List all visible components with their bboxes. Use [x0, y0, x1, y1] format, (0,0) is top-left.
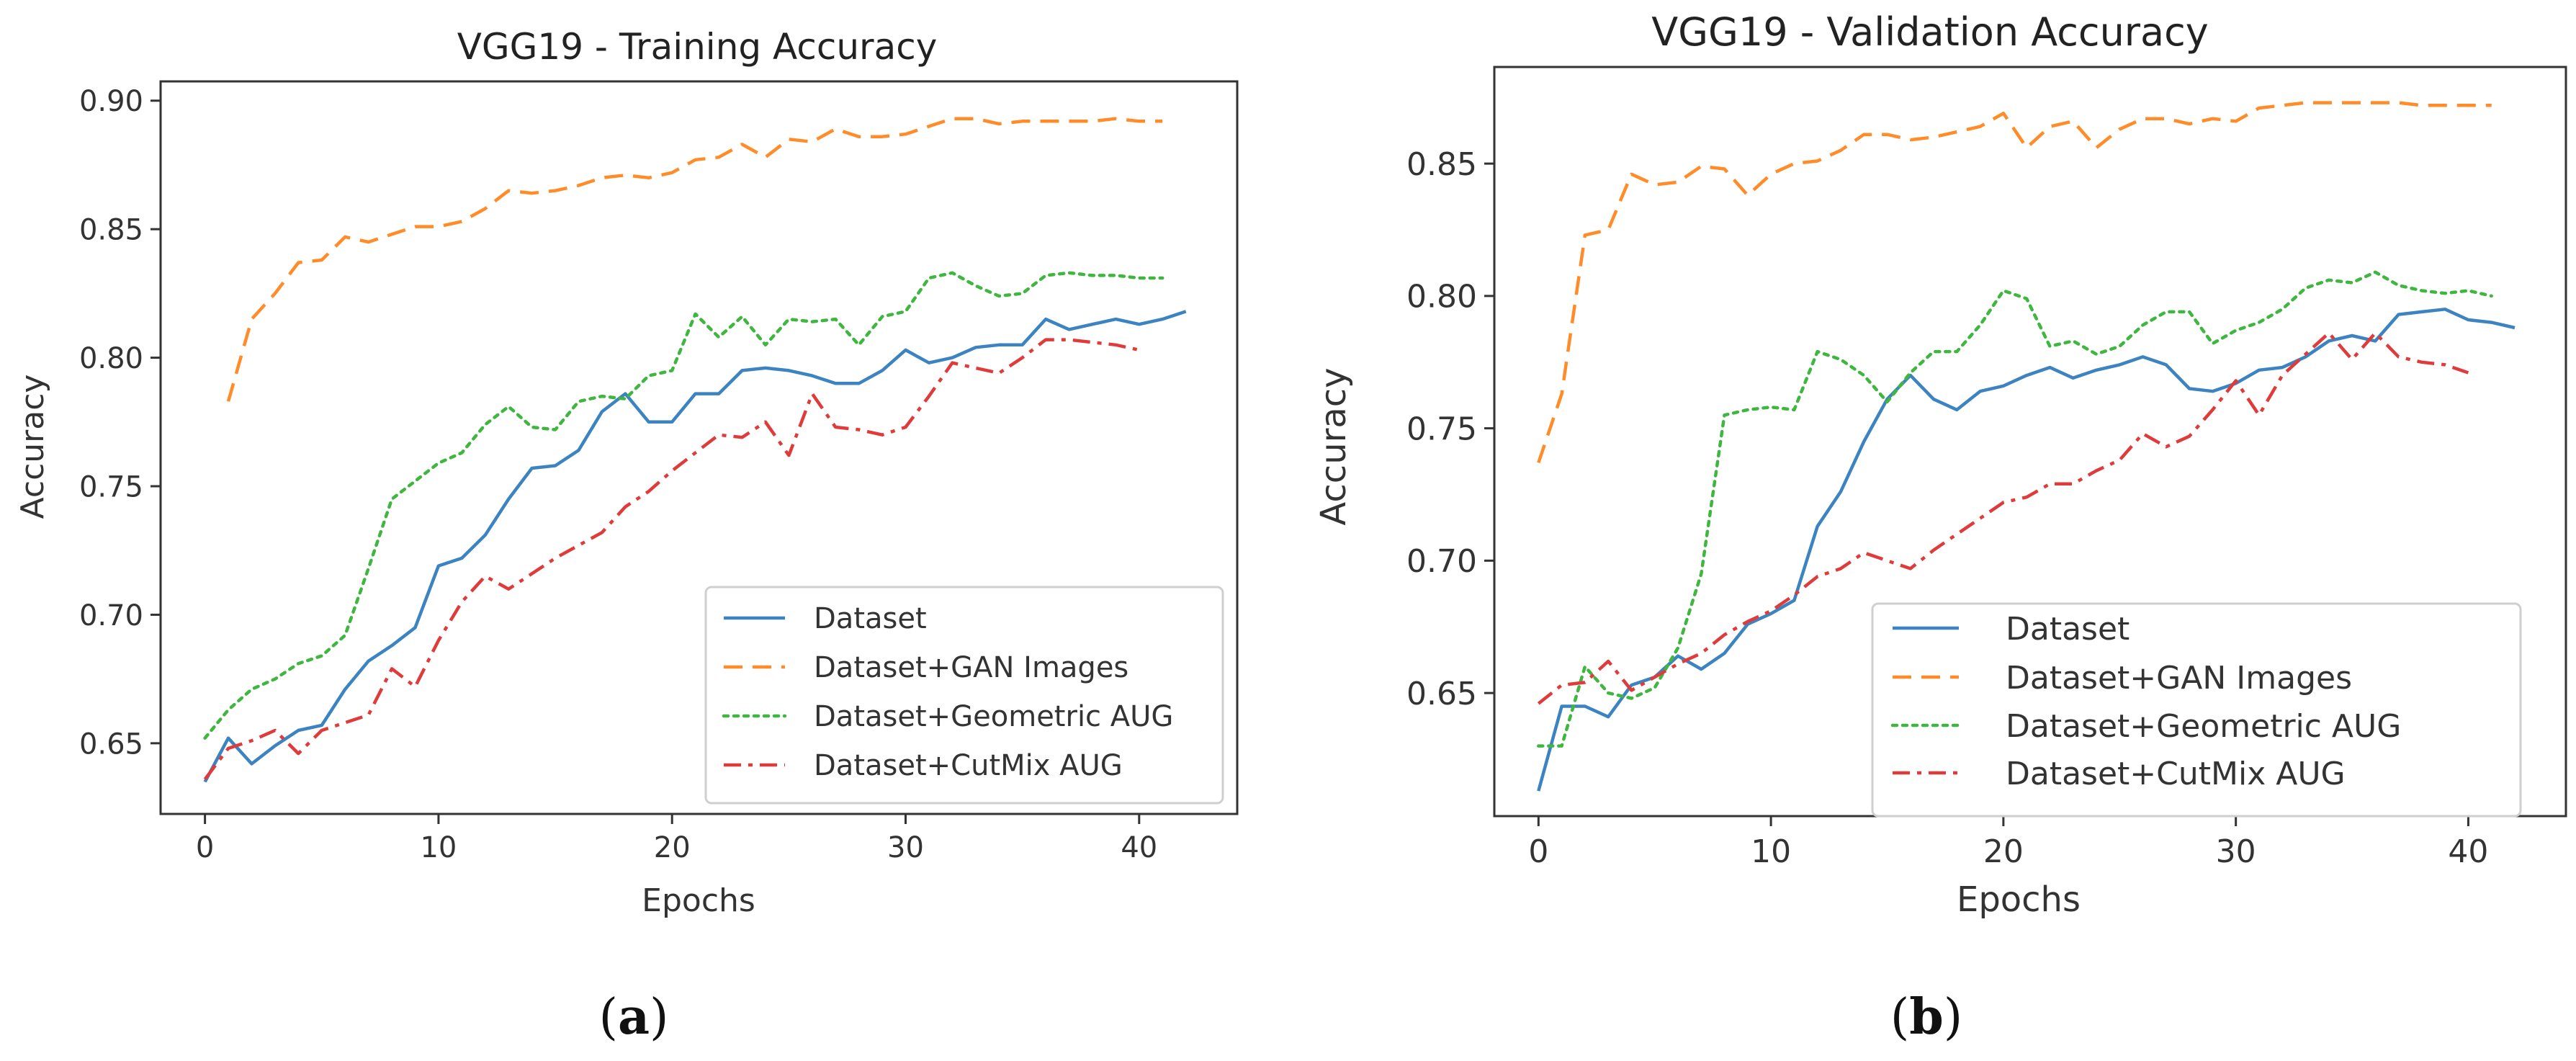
legend-label-dataset: Dataset	[2006, 611, 2130, 648]
caption-letter: a	[618, 988, 650, 1046]
legend-label-geometric: Dataset+Geometric AUG	[2006, 708, 2401, 745]
x-tick-label: 20	[1983, 833, 2024, 870]
series-line-dataset	[203, 310, 1187, 783]
caption-close-paren: )	[1944, 989, 1963, 1046]
y-tick-label: 0.85	[1406, 146, 1477, 183]
x-tick-label: 0	[196, 831, 214, 864]
axis-ticks: 0 10 20 30 40 0.65 0.70 0.75 0.80 0.85	[1406, 146, 2488, 870]
x-tick-label: 20	[654, 831, 691, 864]
x-tick-label: 10	[420, 831, 457, 864]
y-tick-label: 0.65	[1406, 676, 1477, 712]
legend-box	[1871, 602, 2522, 818]
y-axis-label: Accuracy	[1314, 367, 1354, 525]
data-lines	[1537, 101, 2516, 792]
axis-ticks: 0 10 20 30 40 0.65 0.70 0.75 0.80 0.85 0.90	[79, 85, 1157, 864]
caption-close-paren: )	[650, 989, 669, 1046]
y-tick-label: 0.75	[1406, 411, 1477, 447]
series-line-geometric	[203, 271, 1164, 740]
svg-text:(a): (a)	[598, 988, 668, 1046]
legend: Dataset Dataset+GAN Images Dataset+Geome…	[704, 586, 1224, 805]
caption-a: (a)	[598, 988, 668, 1046]
series-line-gan	[226, 117, 1163, 402]
legend-label-dataset: Dataset	[814, 602, 927, 635]
x-tick-label: 30	[887, 831, 924, 864]
x-tick-label: 40	[2448, 833, 2488, 870]
series-line-dataset	[1537, 308, 2516, 792]
legend-label-geometric: Dataset+Geometric AUG	[814, 700, 1173, 733]
caption-letter: b	[1909, 988, 1944, 1046]
series-line-gan	[1537, 101, 2492, 464]
y-tick-label: 0.70	[1406, 543, 1477, 580]
x-axis-label: Epochs	[642, 882, 755, 919]
y-axis-label: Accuracy	[14, 375, 51, 519]
caption-open-paren: (	[1890, 989, 1910, 1046]
chart-title: VGG19 - Training Accuracy	[457, 26, 938, 68]
y-tick-label: 0.65	[79, 728, 143, 761]
legend-label-gan: Dataset+GAN Images	[814, 651, 1128, 684]
svg-text:(b): (b)	[1890, 988, 1963, 1046]
legend: Dataset Dataset+GAN Images Dataset+Geome…	[1871, 602, 2522, 818]
chart-validation-accuracy: VGG19 - Validation Accuracy 0 10 20 30 40 0.6…	[1314, 9, 2567, 1046]
legend-box	[704, 586, 1224, 805]
y-tick-label: 0.75	[79, 470, 143, 503]
y-tick-label: 0.80	[1406, 279, 1477, 315]
legend-label-cutmix: Dataset+CutMix AUG	[814, 749, 1123, 782]
x-tick-label: 30	[2216, 833, 2256, 870]
chart-title: VGG19 - Validation Accuracy	[1651, 9, 2209, 55]
y-tick-label: 0.80	[79, 342, 143, 375]
series-line-geometric	[1537, 270, 2493, 748]
caption-open-paren: (	[598, 989, 618, 1046]
caption-b: (b)	[1890, 988, 1963, 1046]
data-lines	[203, 117, 1187, 783]
legend-label-gan: Dataset+GAN Images	[2006, 660, 2352, 697]
chart-training-accuracy: VGG19 - Training Accuracy 0 10 20 30 400.650…	[14, 26, 1239, 1046]
x-tick-label: 0	[1528, 833, 1548, 870]
y-tick-label: 0.90	[79, 85, 143, 118]
series-line-cutmix	[203, 338, 1140, 781]
x-tick-label: 40	[1121, 831, 1157, 864]
legend-label-cutmix: Dataset+CutMix AUG	[2006, 756, 2346, 792]
series-line-cutmix	[1537, 331, 2469, 705]
x-axis-label: Epochs	[1957, 879, 2081, 920]
y-tick-label: 0.70	[79, 599, 143, 632]
x-tick-label: 10	[1751, 833, 1791, 870]
plot-frame	[159, 80, 1239, 815]
y-tick-label: 0.85	[79, 214, 143, 247]
